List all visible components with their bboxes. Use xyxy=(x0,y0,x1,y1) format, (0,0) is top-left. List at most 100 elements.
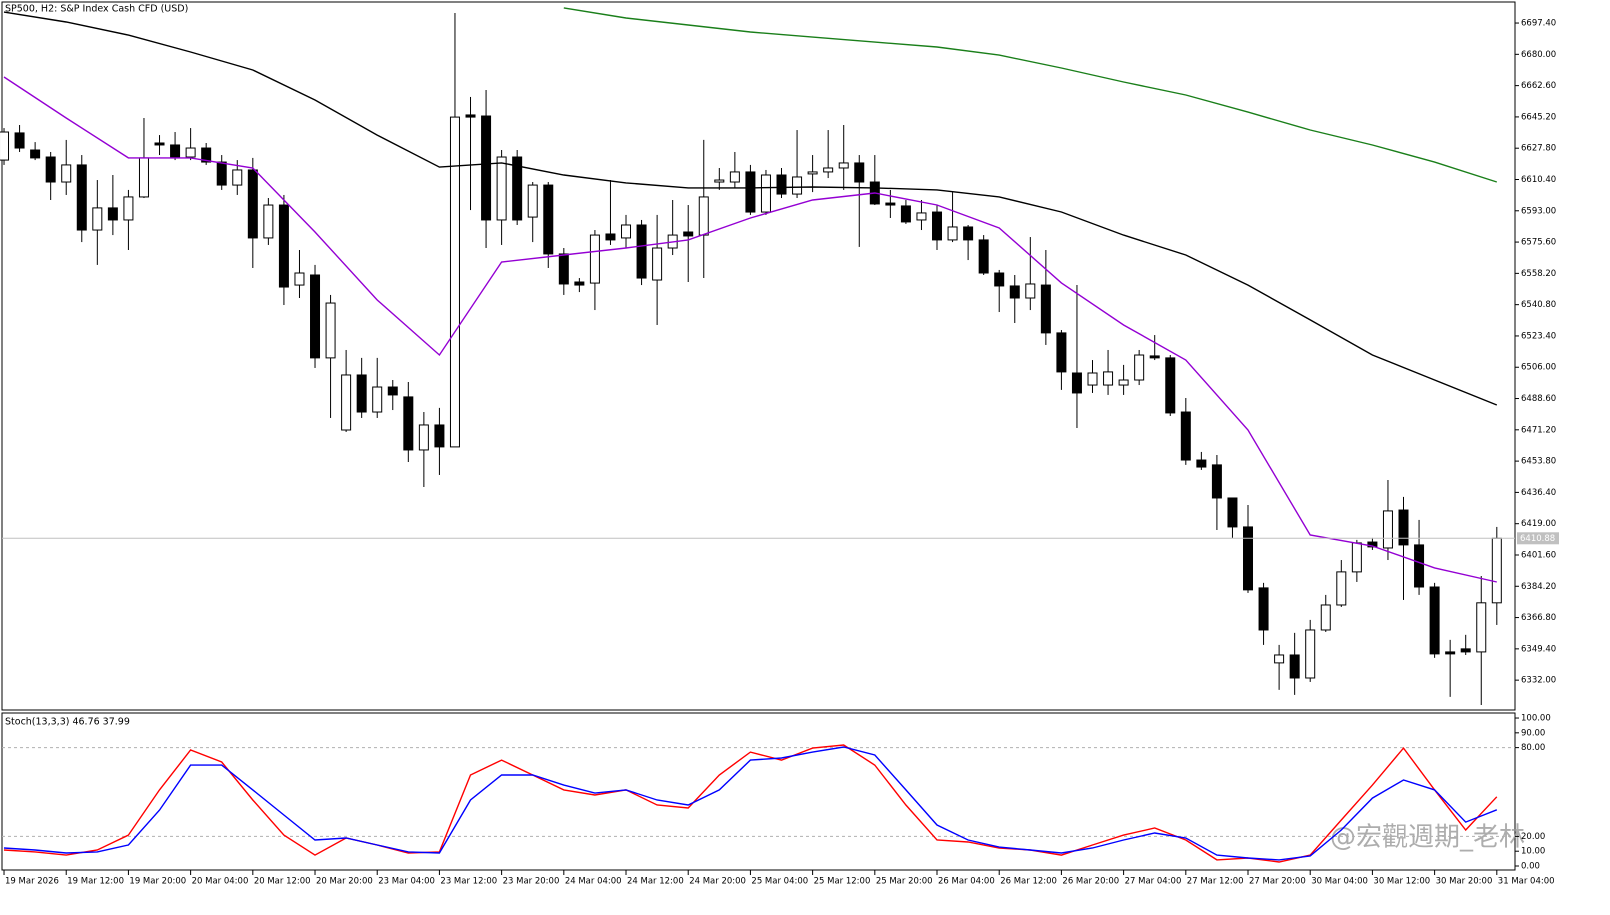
candle-body xyxy=(1118,379,1129,386)
x-tick-label: 24 Mar 20:00 xyxy=(689,877,746,887)
candle-body xyxy=(1227,497,1238,528)
candle-body xyxy=(636,224,647,279)
candle-body xyxy=(963,226,974,241)
y-tick-label: 10.00 xyxy=(1521,847,1545,857)
candle-body xyxy=(558,253,569,285)
candle-body xyxy=(1414,544,1425,588)
candle-body xyxy=(76,164,87,231)
x-tick-label: 30 Mar 04:00 xyxy=(1311,877,1368,887)
indicator-line xyxy=(563,7,1498,183)
x-tick-label: 26 Mar 12:00 xyxy=(1000,877,1057,887)
y-tick-label: 6453.80 xyxy=(1521,457,1556,467)
candle-body xyxy=(714,179,725,183)
indicator-line xyxy=(3,744,1498,863)
x-tick-label: 24 Mar 04:00 xyxy=(565,877,622,887)
candle-body xyxy=(1243,526,1254,591)
candle-body xyxy=(823,167,834,173)
candle-body xyxy=(496,156,507,221)
candle-body xyxy=(30,149,41,159)
candle-body xyxy=(621,224,632,239)
y-tick-label: 6401.60 xyxy=(1521,550,1556,560)
y-tick-label: 6627.80 xyxy=(1521,144,1556,154)
y-tick-label: 6419.00 xyxy=(1521,519,1556,529)
candle-body xyxy=(932,211,943,241)
x-tick-label: 30 Mar 12:00 xyxy=(1373,877,1430,887)
candle-body xyxy=(372,386,383,413)
candle-body xyxy=(201,147,212,163)
x-tick-label: 27 Mar 12:00 xyxy=(1187,877,1244,887)
x-tick-label: 19 Mar 20:00 xyxy=(129,877,186,887)
y-tick-label: 6662.60 xyxy=(1521,81,1556,91)
candle-body xyxy=(760,174,771,213)
watermark: @宏觀週期_老林 xyxy=(1330,823,1525,853)
candle-body xyxy=(1025,283,1036,299)
candle-body xyxy=(0,131,10,161)
candle-body xyxy=(543,184,554,255)
candle-body xyxy=(1180,411,1191,461)
candle-body xyxy=(792,176,803,195)
candle-body xyxy=(185,147,196,158)
y-tick-label: 90.00 xyxy=(1521,728,1545,738)
candle-body xyxy=(1087,372,1098,386)
candle-body xyxy=(947,226,958,241)
candle-body xyxy=(1382,510,1393,549)
candle-body xyxy=(92,207,103,231)
candle-body xyxy=(589,234,600,284)
x-tick-label: 25 Mar 20:00 xyxy=(876,877,933,887)
candle-body xyxy=(1429,586,1440,655)
candle-body xyxy=(1165,357,1176,414)
candle-body xyxy=(1476,602,1487,653)
last-price-box xyxy=(1517,532,1559,545)
candle-body xyxy=(1149,355,1160,359)
candle-body xyxy=(605,233,616,241)
x-tick-label: 19 Mar 12:00 xyxy=(67,877,124,887)
candle-body xyxy=(1196,459,1207,468)
y-tick-label: 6680.00 xyxy=(1521,50,1556,60)
candle-body xyxy=(527,184,538,218)
candle-body xyxy=(916,212,927,221)
y-tick-label: 6540.80 xyxy=(1521,300,1556,310)
candle-body xyxy=(1367,541,1378,548)
candle-body xyxy=(278,204,289,288)
candle-body xyxy=(994,272,1005,287)
candle-body xyxy=(1289,654,1300,679)
candle-body xyxy=(14,132,25,149)
y-tick-label: 6645.20 xyxy=(1521,112,1556,122)
stoch-panel-frame xyxy=(1,712,1516,871)
last-price-label: 6410.88 xyxy=(1520,534,1555,544)
candle-body xyxy=(1103,371,1114,386)
y-tick-label: 6575.60 xyxy=(1521,238,1556,248)
y-tick-label: 0.00 xyxy=(1521,862,1540,872)
candle-body xyxy=(123,196,134,221)
y-tick-label: 6366.80 xyxy=(1521,613,1556,623)
x-tick-label: 20 Mar 04:00 xyxy=(192,877,249,887)
candle-body xyxy=(574,281,585,286)
candle-body xyxy=(263,204,274,239)
candle-body xyxy=(729,171,740,183)
x-tick-label: 20 Mar 20:00 xyxy=(316,877,373,887)
candle-body xyxy=(1258,587,1269,631)
x-tick-label: 30 Mar 20:00 xyxy=(1436,877,1493,887)
indicator-line xyxy=(3,76,1497,583)
candle-body xyxy=(434,424,445,448)
candle-body xyxy=(325,302,336,359)
candle-body xyxy=(1351,542,1362,573)
candle-body xyxy=(310,274,321,359)
candle-body xyxy=(216,161,227,186)
y-tick-label: 6488.60 xyxy=(1521,394,1556,404)
y-tick-label: 6610.40 xyxy=(1521,175,1556,185)
candle-body xyxy=(481,115,492,221)
candle-body xyxy=(61,164,72,183)
y-tick-label: 80.00 xyxy=(1521,743,1545,753)
y-tick-label: 6349.40 xyxy=(1521,644,1556,654)
indicator-line xyxy=(3,746,1498,861)
candle-body xyxy=(885,202,896,206)
candle-body xyxy=(1336,571,1347,606)
candle-body xyxy=(807,171,818,175)
candle-body xyxy=(1056,332,1067,373)
candle-body xyxy=(465,114,476,118)
y-tick-label: 6593.00 xyxy=(1521,206,1556,216)
candle-body xyxy=(1398,509,1409,546)
candle-body xyxy=(1460,648,1471,653)
